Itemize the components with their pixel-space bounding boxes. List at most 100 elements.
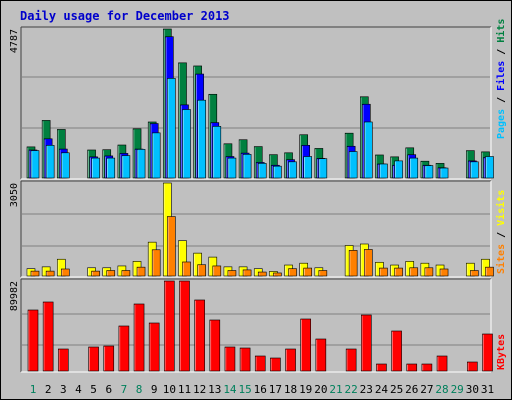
kbytes-bar-day-9: [148, 322, 160, 372]
kbytes-bar-day-2: [42, 301, 54, 372]
sites-bar-day-22: [348, 250, 358, 277]
x-label-day-9: 9: [151, 383, 158, 396]
x-label-day-30: 30: [466, 383, 479, 396]
sites-bar-day-2: [45, 270, 55, 277]
x-label-day-27: 27: [420, 383, 433, 396]
pages-bar-day-3: [60, 152, 70, 179]
y-max-label-2: 3050: [9, 183, 20, 207]
pages-bar-day-14: [227, 157, 237, 179]
kbytes-bar-day-31: [482, 333, 493, 372]
sites-bar-day-6: [106, 270, 116, 277]
x-label-day-19: 19: [299, 383, 312, 396]
label-separator: /: [496, 43, 507, 61]
pages-bar-day-16: [257, 163, 267, 179]
sites-bar-day-11: [182, 261, 191, 277]
x-label-day-17: 17: [269, 383, 282, 396]
pages-bar-day-25: [394, 160, 403, 179]
pages-bar-day-10: [167, 78, 176, 179]
kbytes-bar-day-8: [133, 303, 145, 372]
pages-bar-day-11: [182, 109, 191, 179]
pages-bar-day-2: [45, 145, 55, 179]
x-label-day-13: 13: [208, 383, 221, 396]
pages-bar-day-22: [348, 151, 358, 179]
sites-bar-day-8: [136, 266, 146, 277]
pages-bar-day-9: [151, 132, 161, 179]
y-max-label-1: 4787: [9, 29, 20, 53]
x-label-day-16: 16: [254, 383, 267, 396]
pages-bar-day-13: [212, 126, 222, 179]
pages-bar-day-18: [288, 161, 297, 179]
sites-bar-day-17: [273, 272, 282, 277]
sites-bar-day-27: [424, 267, 434, 277]
pages-bar-day-27: [424, 165, 434, 179]
x-label-day-2: 2: [45, 383, 52, 396]
x-label-day-4: 4: [75, 383, 82, 396]
kbytes-bar-day-1: [27, 309, 39, 372]
sites-bar-day-14: [227, 270, 237, 277]
kbytes-bar-day-17: [270, 357, 281, 372]
x-label-day-28: 28: [435, 383, 448, 396]
sites-bar-day-9: [151, 249, 161, 277]
x-label-day-3: 3: [60, 383, 67, 396]
x-label-day-25: 25: [390, 383, 403, 396]
pages-bar-day-23: [363, 121, 373, 179]
kbytes-bar-day-20: [315, 338, 327, 372]
label-separator: /: [496, 91, 507, 109]
chart-bars: [26, 28, 494, 372]
pages-bar-day-12: [197, 99, 206, 179]
legend-sites: Sites: [495, 244, 507, 274]
sites-bar-day-19: [303, 267, 313, 277]
x-label-day-26: 26: [405, 383, 418, 396]
sites-bar-day-18: [288, 268, 297, 277]
sites-bar-day-7: [121, 270, 131, 277]
pages-bar-day-24: [379, 163, 388, 179]
kbytes-bar-day-19: [300, 318, 312, 372]
pages-bar-day-7: [121, 155, 131, 179]
chart-panels: [20, 26, 492, 373]
sites-bar-day-20: [318, 270, 328, 277]
x-label-day-6: 6: [105, 383, 112, 396]
legend-hits: Hits: [495, 19, 507, 43]
kbytes-bar-day-6: [103, 345, 115, 372]
kbytes-bar-day-30: [467, 361, 478, 372]
sites-bar-day-30: [470, 270, 479, 277]
x-label-day-22: 22: [345, 383, 358, 396]
sites-bar-day-3: [60, 268, 70, 277]
pages-bar-day-1: [30, 150, 40, 179]
kbytes-bar-day-25: [391, 330, 402, 372]
x-label-day-21: 21: [329, 383, 342, 396]
chart-title: Daily usage for December 2013: [20, 9, 230, 23]
y-max-label-3: 89982: [9, 281, 20, 311]
legend-kbytes: KBytes: [496, 334, 507, 370]
x-label-day-10: 10: [163, 383, 176, 396]
x-label-day-29: 29: [451, 383, 464, 396]
pages-bar-day-17: [273, 165, 282, 179]
x-label-day-15: 15: [238, 383, 251, 396]
kbytes-bar-day-26: [406, 363, 418, 372]
kbytes-bar-day-13: [209, 319, 221, 372]
y-axis-labels: 4787 3050 89982 Pages / Files / Hits Sites /…: [9, 19, 507, 370]
legend-pages: Pages: [496, 109, 507, 139]
sites-bar-day-31: [485, 266, 494, 277]
panel-2-bg: [21, 181, 491, 277]
x-label-day-20: 20: [314, 383, 327, 396]
pages-bar-day-15: [242, 154, 252, 179]
legend-top-panel: Pages / Files / Hits: [495, 19, 507, 139]
x-label-day-31: 31: [481, 383, 494, 396]
x-label-day-1: 1: [30, 383, 37, 396]
x-label-day-23: 23: [360, 383, 373, 396]
x-label-day-8: 8: [136, 383, 143, 396]
sites-bar-day-1: [30, 270, 40, 277]
kbytes-bar-day-28: [436, 355, 448, 372]
pages-bar-day-19: [303, 156, 313, 179]
sites-bar-day-16: [257, 271, 267, 277]
kbytes-bar-day-10: [164, 280, 175, 372]
sites-bar-day-24: [379, 267, 388, 277]
legend-middle-panel: Sites / Visits: [495, 190, 507, 274]
kbytes-bar-day-18: [285, 348, 296, 372]
sites-bar-day-26: [409, 267, 419, 277]
sites-bar-day-5: [91, 270, 100, 277]
sites-bar-day-13: [212, 265, 222, 277]
